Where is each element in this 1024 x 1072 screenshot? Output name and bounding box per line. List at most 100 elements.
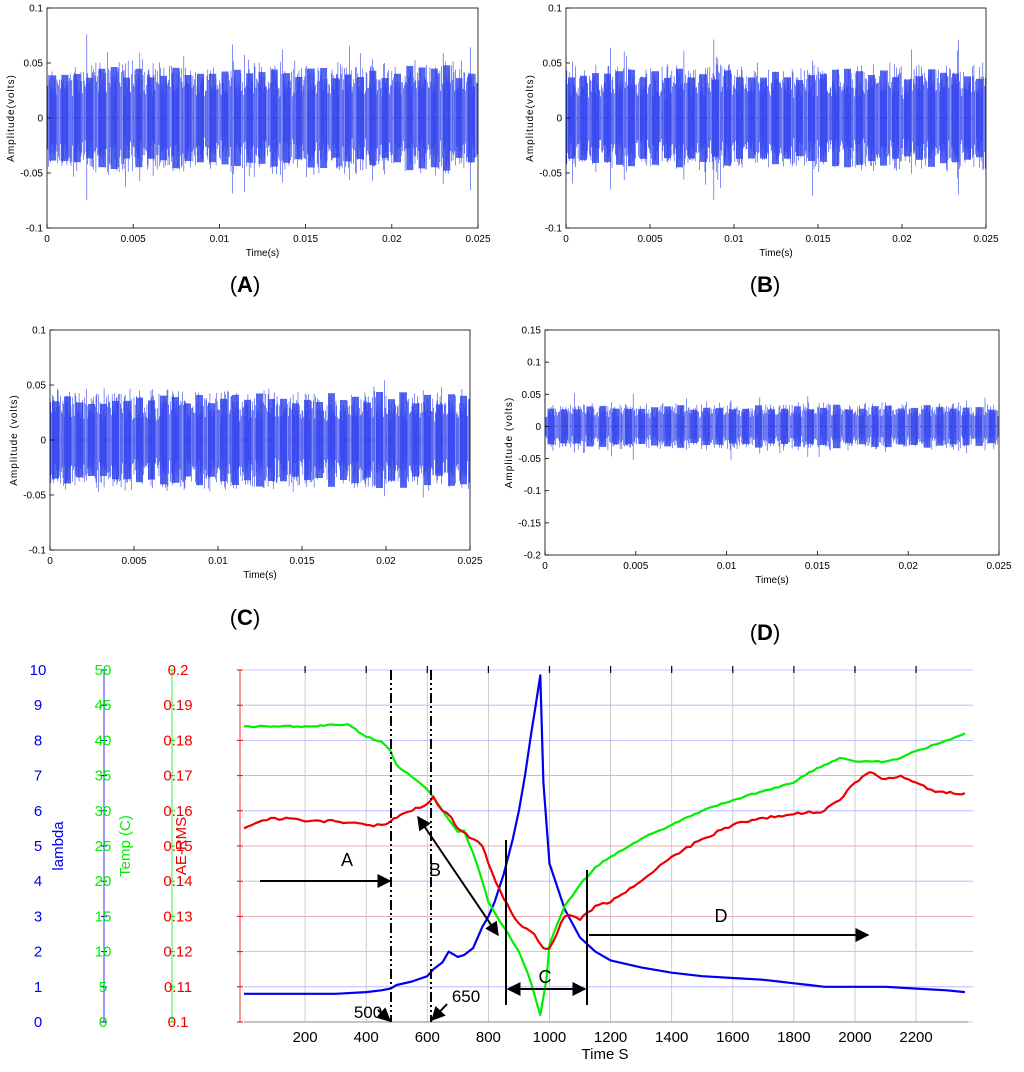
x-tick-label: 2200 [899, 1029, 932, 1046]
y-tick-label: 0.05 [24, 59, 44, 70]
y-tick-label: 0.1 [548, 4, 562, 15]
panel-label-open: ( [750, 620, 758, 645]
signal-burst [760, 77, 767, 159]
panel-label: (D) [750, 620, 781, 645]
y-axis-label: Amplitude(volts) [525, 74, 536, 162]
x-axis-label: Time(s) [246, 248, 280, 259]
x-axis-label: Time S [582, 1046, 629, 1063]
label-650: 650 [452, 987, 480, 1006]
signal-burst [858, 408, 866, 445]
y-tick-label: -0.05 [539, 169, 562, 180]
panel-label-close: ) [253, 605, 260, 630]
temp-series-line [243, 723, 966, 1017]
lambda-tick-label: 5 [34, 838, 42, 855]
y-tick-label: 0.05 [543, 59, 563, 70]
panel-label-close: ) [773, 620, 780, 645]
panel-label-close: ) [773, 272, 780, 297]
x-tick-label: 0.01 [210, 234, 230, 245]
signal-burst [599, 405, 607, 447]
y-tick-label: 0 [40, 436, 46, 447]
x-tick-label: 1200 [594, 1029, 627, 1046]
x-axis-label: Time(s) [759, 248, 793, 259]
signal-burst [664, 406, 672, 447]
x-tick-label: 400 [354, 1029, 379, 1046]
panel-label-letter: C [237, 605, 253, 630]
y-tick-label: 0.1 [32, 326, 46, 337]
x-tick-label: 2000 [838, 1029, 871, 1046]
x-axis-label: Time(s) [755, 575, 789, 586]
signal-burst [246, 73, 254, 163]
y-tick-label: 0.05 [27, 381, 47, 392]
x-tick-label: 0 [47, 556, 53, 567]
lambda-tick-label: 10 [30, 662, 47, 679]
x-tick-label: 600 [415, 1029, 440, 1046]
lambda-tick-label: 2 [34, 944, 42, 961]
x-tick-label: 0 [542, 561, 548, 572]
x-tick-label: 0.025 [973, 234, 998, 245]
y-tick-label: -0.05 [518, 454, 541, 465]
ae-tick-label: 0.2 [168, 662, 189, 679]
y-tick-label: 0.1 [29, 4, 43, 15]
panel-label-close: ) [253, 272, 260, 297]
y-tick-label: -0.1 [26, 224, 44, 235]
lambda-tick-label: 9 [34, 697, 42, 714]
ae-tick-label: 0.13 [163, 908, 192, 925]
x-tick-label: 0 [563, 234, 569, 245]
ae-tick-label: 0.15 [163, 838, 192, 855]
panel-label: (C) [230, 605, 261, 630]
panel-label-open: ( [230, 272, 238, 297]
x-tick-label: 0.025 [457, 556, 482, 567]
ae-tick-label: 0.19 [163, 697, 192, 714]
x-tick-label: 0.01 [208, 556, 228, 567]
y-tick-label: 0 [37, 114, 43, 125]
arrow-region-b [417, 815, 499, 937]
temp-tick-label: 10 [95, 944, 112, 961]
x-tick-label: 0.005 [623, 561, 648, 572]
ae-tick-label: 0.16 [163, 803, 192, 820]
label-region-b: B [429, 860, 441, 880]
temp-axis-title: Temp (C) [117, 815, 134, 877]
ae-tick-label: 0.11 [164, 979, 192, 996]
y-tick-label: 0 [556, 114, 562, 125]
temp-tick-label: 40 [95, 732, 112, 749]
x-tick-label: 0 [44, 234, 50, 245]
signal-burst [76, 402, 83, 478]
y-axis-label: Amplitude (volts) [504, 397, 515, 488]
signal-burst [332, 78, 340, 158]
y-tick-label: 0.1 [527, 358, 541, 369]
y-tick-label: -0.05 [23, 491, 46, 502]
y-tick-label: -0.1 [29, 546, 47, 557]
lambda-tick-label: 6 [34, 803, 42, 820]
temp-tick-label: 0 [99, 1014, 107, 1031]
x-tick-label: 0.02 [382, 234, 402, 245]
ae-tick-label: 0.18 [163, 732, 192, 749]
y-axis-label: Amplitude(volts) [6, 74, 17, 162]
lambda-series-line [244, 674, 966, 995]
panel-label: (B) [750, 272, 781, 297]
y-axis-label: Amplitude (volts) [9, 394, 20, 485]
ae-tick-label: 0.1 [168, 1014, 189, 1031]
signal-burst [949, 408, 957, 445]
lambda-tick-label: 1 [34, 979, 42, 996]
plot-frame [544, 329, 1000, 556]
x-tick-label: 1400 [655, 1029, 688, 1046]
waveform-panels: 0.10.050-0.05-0.10 0.005 0.01 0.015 0.02 0.02… [6, 4, 1012, 646]
temp-tick-label: 25 [95, 838, 112, 855]
panel-a: 0.10.050-0.05-0.10 0.005 0.01 0.015 0.02 0.02… [6, 4, 491, 298]
label-500: 500 [354, 1003, 382, 1022]
signal-burst [676, 68, 683, 168]
panel-b: 0.10.050-0.05-0.10 0.005 0.01 0.015 0.02 0.02… [525, 4, 999, 298]
x-tick-label: 200 [293, 1029, 318, 1046]
x-tick-label: 0.01 [717, 561, 737, 572]
panel-d: 0.150.10.050-0.05-0.1-0.15-0.20 0.005 0.01… [504, 326, 1012, 646]
panel-label: (A) [230, 272, 261, 297]
x-tick-label: 0.015 [289, 556, 314, 567]
x-tick-label: 1800 [777, 1029, 810, 1046]
lambda-tick-label: 0 [34, 1014, 42, 1031]
panel-c: 0.10.050-0.05-0.10 0.005 0.01 0.015 0.02 0.02… [9, 326, 483, 631]
y-tick-label: 0.05 [522, 390, 542, 401]
signal-burst [244, 399, 251, 481]
x-axis-label: Time(s) [243, 570, 277, 581]
ae-axis-title: AE-RMS [173, 817, 190, 875]
